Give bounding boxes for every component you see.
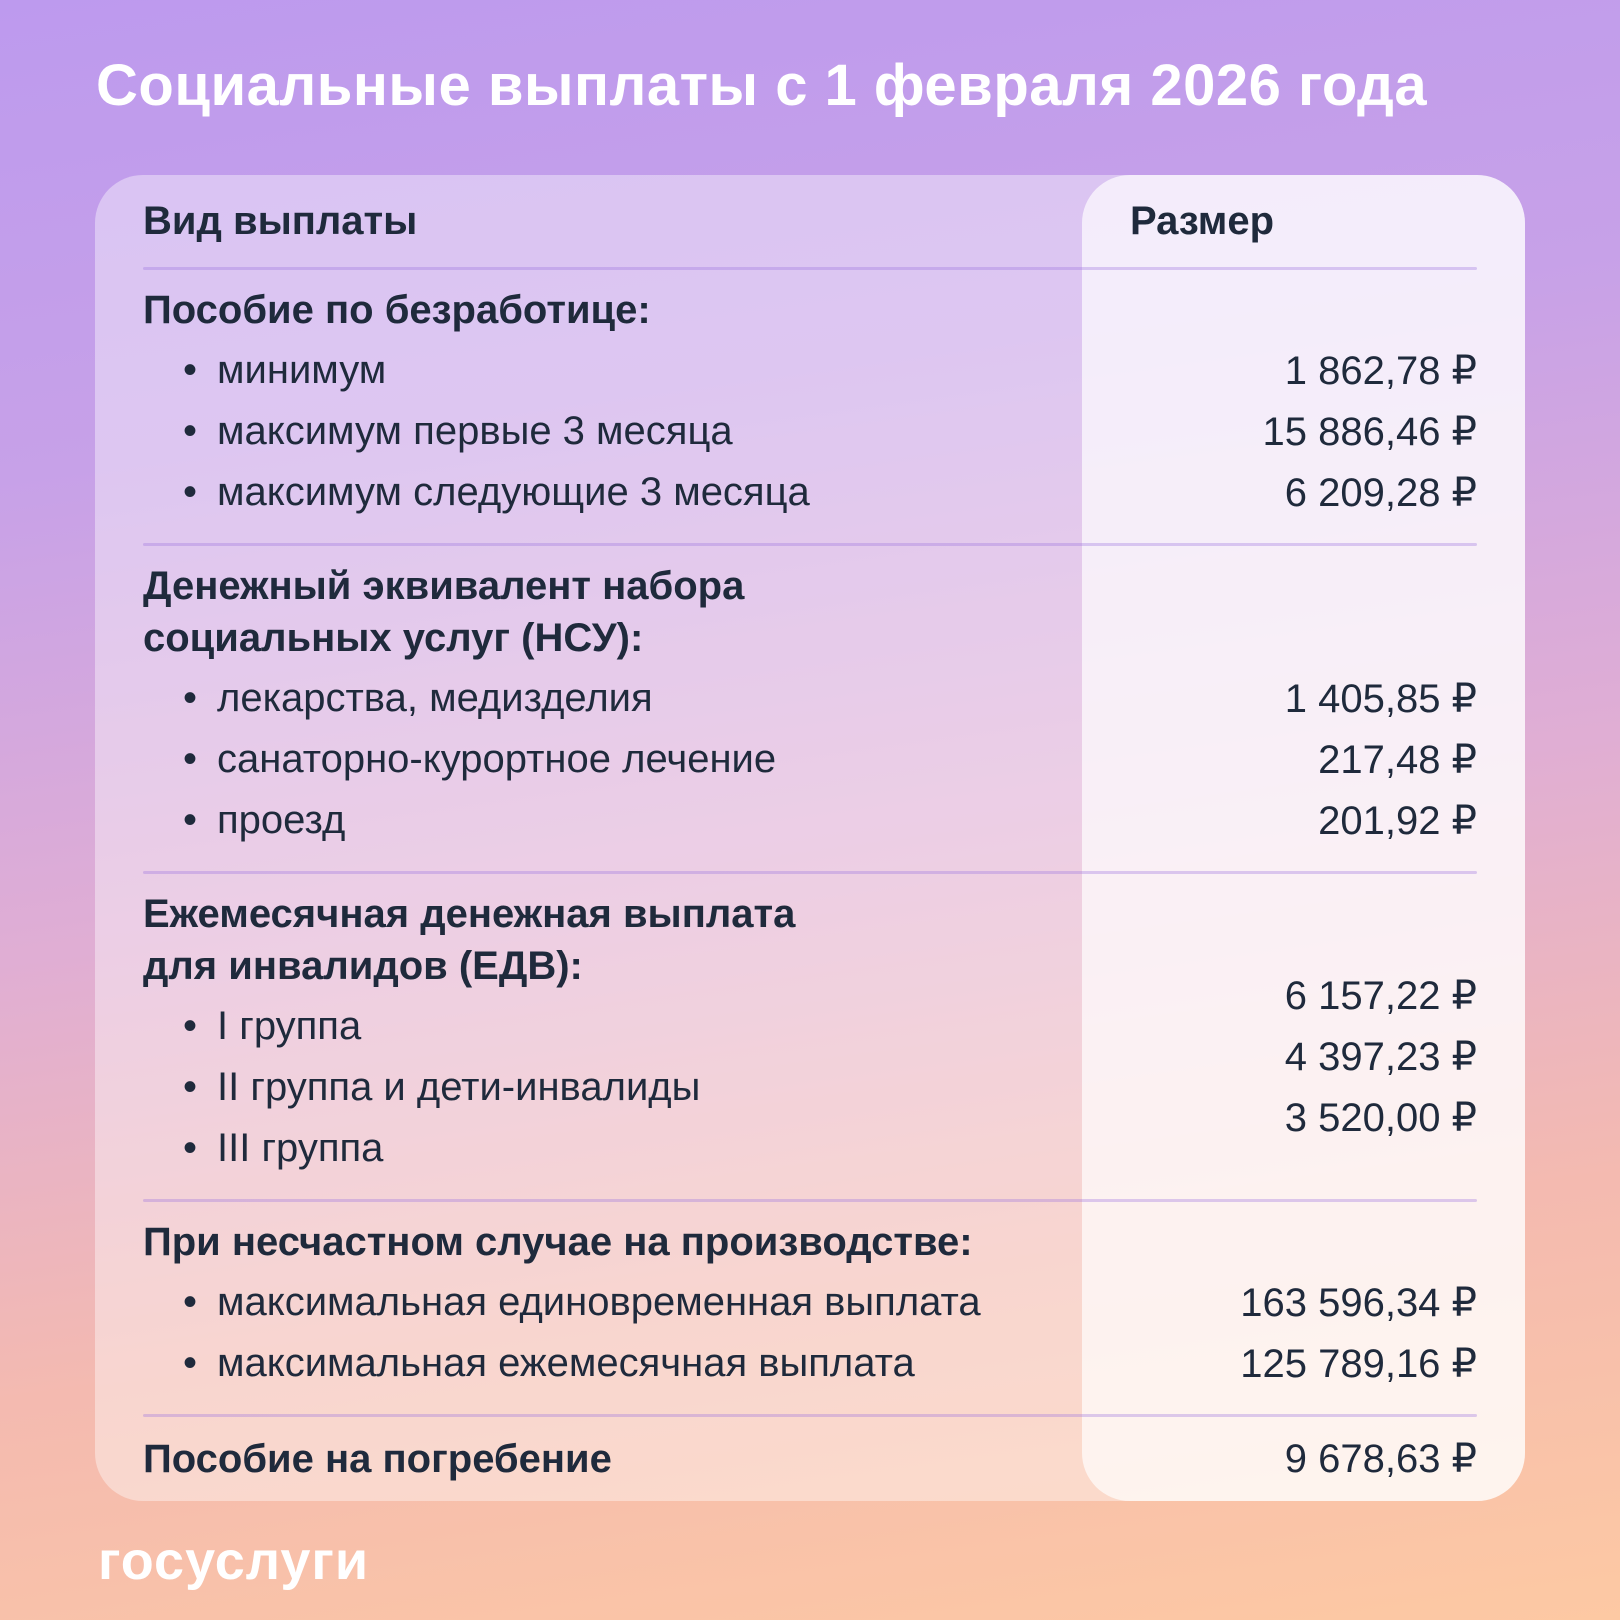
page-title: Социальные выплаты с 1 февраля 2026 года	[96, 53, 1428, 118]
item-label: III группа	[143, 1126, 383, 1171]
amount-value: 4 397,23 ₽	[1284, 1034, 1477, 1079]
row-divider	[143, 543, 1477, 546]
table-row: максимальная ежемесячная выплата 125 789,…	[143, 1333, 1477, 1394]
column-header-type: Вид выплаты	[143, 198, 418, 243]
amount-value: 163 596,34 ₽	[1240, 1280, 1477, 1325]
table-row: I группа 6 157,22 ₽	[143, 974, 1477, 1057]
row-divider	[143, 1199, 1477, 1202]
section-title: Пособие по безработице:	[143, 288, 651, 332]
amount-value: 3 520,00 ₽	[1284, 1095, 1477, 1140]
section-title: Денежный эквивалент набора социальных усл…	[143, 564, 745, 660]
item-label: максимум следующие 3 месяца	[143, 470, 810, 515]
section-title: Пособие на погребение	[143, 1436, 612, 1481]
table-row: III группа 3 520,00 ₽	[143, 1096, 1477, 1179]
payments-table: Вид выплаты Размер Пособие по безработиц…	[95, 175, 1525, 1501]
amount-value: 6 157,22 ₽	[1284, 973, 1477, 1018]
table-section: Ежемесячная денежная выплата для инвалидо…	[143, 874, 1477, 1199]
table-row: Пособие на погребение 9 678,63 ₽	[143, 1417, 1477, 1501]
amount-value: 217,48 ₽	[1318, 737, 1477, 782]
item-label: санаторно-курортное лечение	[143, 737, 776, 782]
section-title: Ежемесячная денежная выплата для инвалидо…	[143, 892, 796, 988]
row-divider	[143, 1414, 1477, 1417]
amount-value: 6 209,28 ₽	[1284, 470, 1477, 515]
item-label: максимальная ежемесячная выплата	[143, 1341, 915, 1386]
amount-value: 201,92 ₽	[1318, 798, 1477, 843]
table-row: максимум первые 3 месяца 15 886,46 ₽	[143, 401, 1477, 462]
column-header-amount: Размер	[1130, 198, 1275, 243]
item-label: II группа и дети-инвалиды	[143, 1065, 700, 1110]
payments-table-panel: Вид выплаты Размер Пособие по безработиц…	[95, 175, 1525, 1501]
amount-value: 15 886,46 ₽	[1262, 409, 1477, 454]
table-row: лекарства, медизделия 1 405,85 ₽	[143, 668, 1477, 729]
table-row: максимум следующие 3 месяца 6 209,28 ₽	[143, 462, 1477, 523]
table-row: минимум 1 862,78 ₽	[143, 340, 1477, 401]
table-row: II группа и дети-инвалиды 4 397,23 ₽	[143, 1035, 1477, 1118]
table-row: санаторно-курортное лечение 217,48 ₽	[143, 729, 1477, 790]
gosuslugi-logo: госуслуги	[98, 1531, 370, 1591]
table-row: максимальная единовременная выплата 163 5…	[143, 1272, 1477, 1333]
amount-value: 1 405,85 ₽	[1284, 676, 1477, 721]
item-label: проезд	[143, 798, 345, 843]
table-body: Пособие по безработице: минимум 1 862,78 ₽…	[143, 267, 1477, 1501]
table-header-row: Вид выплаты Размер	[143, 175, 1477, 267]
item-label: лекарства, медизделия	[143, 676, 653, 721]
item-label: I группа	[143, 1004, 361, 1049]
amount-value: 9 678,63 ₽	[1284, 1437, 1477, 1481]
item-label: минимум	[143, 348, 386, 393]
table-row: проезд 201,92 ₽	[143, 790, 1477, 851]
item-label: максимальная единовременная выплата	[143, 1280, 981, 1325]
row-divider	[143, 267, 1477, 270]
item-label: максимум первые 3 месяца	[143, 409, 733, 454]
row-divider	[143, 871, 1477, 874]
amount-value: 1 862,78 ₽	[1284, 348, 1477, 393]
table-section: Пособие на погребение 9 678,63 ₽	[143, 1417, 1477, 1501]
amount-column-background	[1082, 175, 1525, 1501]
table-section: Денежный эквивалент набора социальных усл…	[143, 546, 1477, 871]
amount-value: 125 789,16 ₽	[1240, 1341, 1477, 1386]
table-section: Пособие по безработице: минимум 1 862,78 ₽…	[143, 270, 1477, 543]
table-section: При несчастном случае на производстве: ма…	[143, 1202, 1477, 1414]
section-title: При несчастном случае на производстве:	[143, 1220, 973, 1264]
